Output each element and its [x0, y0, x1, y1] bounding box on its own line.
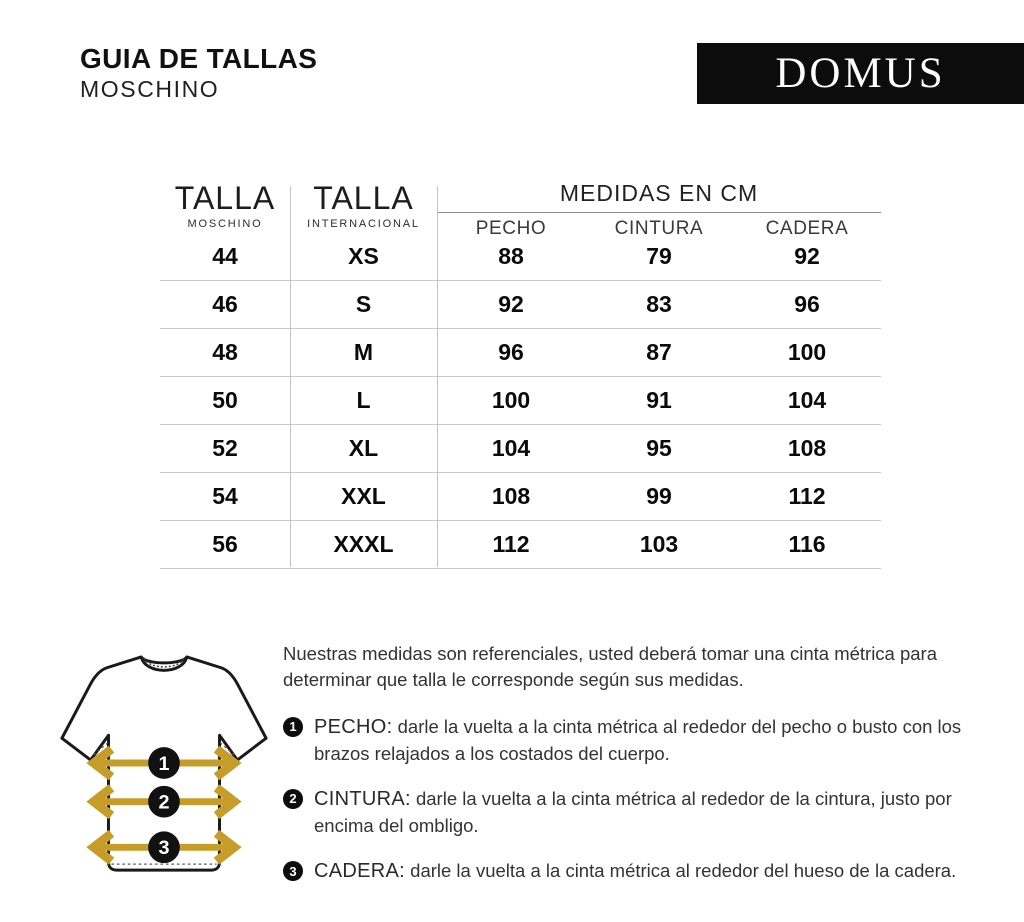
cintura-column-label: CINTURA — [614, 218, 704, 239]
number-badge-3: 3 — [283, 861, 303, 881]
notes-intro: Nuestras medidas son referenciales, uste… — [283, 643, 938, 690]
cell-talla: 44 — [212, 243, 238, 269]
measurement-notes: Nuestras medidas son referenciales, uste… — [283, 641, 983, 905]
note-body: darle la vuelta a la cinta métrica al re… — [314, 787, 952, 837]
note-body: darle la vuelta a la cinta métrica al re… — [410, 860, 957, 881]
cell-talla-intl: XXXL — [333, 531, 394, 557]
cell-cintura: 95 — [646, 435, 672, 461]
cell-cintura: 87 — [646, 339, 672, 365]
waist-arrow-number: 2 — [158, 792, 169, 814]
cell-cintura: 79 — [646, 243, 672, 269]
tshirt-diagram: 1 2 3 — [60, 655, 268, 872]
cell-cintura: 103 — [639, 531, 679, 557]
header-talla-moschino: TALLA MOSCHINO — [160, 178, 290, 240]
column-divider — [437, 186, 438, 567]
note-label-cintura: CINTURA: — [314, 787, 411, 810]
table-row: 48 M 96 87 100 — [160, 329, 881, 377]
table-header: TALLA MOSCHINO TALLA INTERNACIONAL MEDID… — [160, 178, 881, 239]
cell-talla: 48 — [212, 339, 238, 365]
cell-cadera: 116 — [788, 531, 826, 557]
cell-talla: 50 — [212, 387, 238, 413]
page-title: GUIA DE TALLAS — [80, 43, 318, 74]
cell-pecho: 104 — [491, 435, 531, 461]
brand-logo-text: DOMUS — [775, 50, 946, 97]
header-talla-internacional: TALLA INTERNACIONAL — [290, 178, 437, 240]
cell-pecho: 100 — [491, 387, 531, 413]
note-item-cadera: 3 CADERA: darle la vuelta a la cinta mét… — [283, 858, 983, 886]
cell-pecho: 96 — [498, 339, 524, 365]
note-text: PECHO: darle la vuelta a la cinta métric… — [314, 714, 983, 767]
cell-talla-intl: L — [356, 387, 371, 413]
cell-talla-intl: XL — [348, 435, 379, 461]
cell-talla: 54 — [212, 483, 238, 509]
cell-talla: 56 — [212, 531, 238, 557]
number-badge-1: 1 — [283, 716, 303, 737]
cell-talla-intl: S — [355, 291, 372, 317]
cell-pecho: 92 — [498, 291, 524, 317]
note-label-cadera: CADERA: — [314, 860, 406, 882]
cell-cadera: 108 — [787, 435, 827, 461]
table-row: 50 L 100 91 104 — [160, 377, 881, 425]
cell-talla: 52 — [212, 435, 238, 461]
note-item-pecho: 1 PECHO: darle la vuelta a la cinta métr… — [283, 714, 983, 767]
page-subtitle: MOSCHINO — [80, 76, 220, 103]
chest-arrow-number: 1 — [158, 753, 169, 775]
note-text: CADERA: darle la vuelta a la cinta métri… — [314, 858, 956, 886]
cell-cadera: 92 — [794, 243, 820, 269]
table-row: 52 XL 104 95 108 — [160, 425, 881, 473]
note-item-cintura: 2 CINTURA: darle la vuelta a la cinta mé… — [283, 786, 983, 839]
cuff-stitch-right — [218, 740, 235, 756]
table-row: 46 S 92 83 96 — [160, 281, 881, 329]
pecho-column-label: PECHO — [475, 218, 547, 239]
cell-cadera: 100 — [787, 339, 827, 365]
cell-cadera: 96 — [794, 291, 820, 317]
waist-arrow-badge — [148, 785, 180, 818]
brand-logo: DOMUS — [697, 43, 1024, 104]
cell-talla-intl: XXL — [341, 483, 386, 509]
note-label-pecho: PECHO: — [314, 715, 393, 738]
cell-pecho: 108 — [491, 483, 531, 509]
header: GUIA DE TALLAS MOSCHINO — [80, 44, 317, 103]
measure-columns: PECHO CINTURA CADERA — [437, 213, 881, 240]
table-body: 44 XS 88 79 92 46 S 92 83 96 48 M 96 87 … — [160, 233, 881, 569]
hip-arrow-badge — [148, 831, 180, 864]
column-divider — [290, 186, 291, 567]
chest-arrow-badge — [148, 747, 180, 779]
table-row: 54 XXL 108 99 112 — [160, 473, 881, 521]
collar-outline — [139, 656, 189, 672]
header-internacional-label: INTERNACIONAL — [307, 218, 420, 230]
cuff-stitch-left — [93, 740, 110, 756]
header-moschino-label: MOSCHINO — [187, 218, 263, 230]
cell-cadera: 112 — [788, 483, 826, 509]
cell-pecho: 112 — [492, 531, 530, 557]
cell-talla-intl: XS — [348, 243, 379, 269]
note-body: darle la vuelta a la cinta métrica al re… — [314, 715, 962, 765]
cell-pecho: 88 — [498, 243, 524, 269]
hip-arrow-number: 3 — [158, 837, 169, 859]
table-row: 44 XS 88 79 92 — [160, 233, 881, 281]
header-talla-label: TALLA — [174, 180, 276, 216]
cell-talla-intl: M — [353, 339, 374, 365]
cadera-column-label: CADERA — [765, 218, 849, 239]
cell-cintura: 99 — [646, 483, 672, 509]
header-medidas: MEDIDAS EN CM PECHO CINTURA CADERA — [437, 178, 881, 240]
cell-cadera: 104 — [787, 387, 827, 413]
note-text: CINTURA: darle la vuelta a la cinta métr… — [314, 786, 983, 839]
medidas-en-cm-label: MEDIDAS EN CM — [437, 180, 881, 213]
cell-cintura: 91 — [646, 387, 672, 413]
size-table: TALLA MOSCHINO TALLA INTERNACIONAL MEDID… — [160, 178, 881, 569]
number-badge-2: 2 — [283, 788, 303, 809]
table-row: 56 XXXL 112 103 116 — [160, 521, 881, 569]
header-talla-label: TALLA — [313, 180, 414, 216]
cell-talla: 46 — [212, 291, 238, 317]
cell-cintura: 83 — [646, 291, 672, 317]
